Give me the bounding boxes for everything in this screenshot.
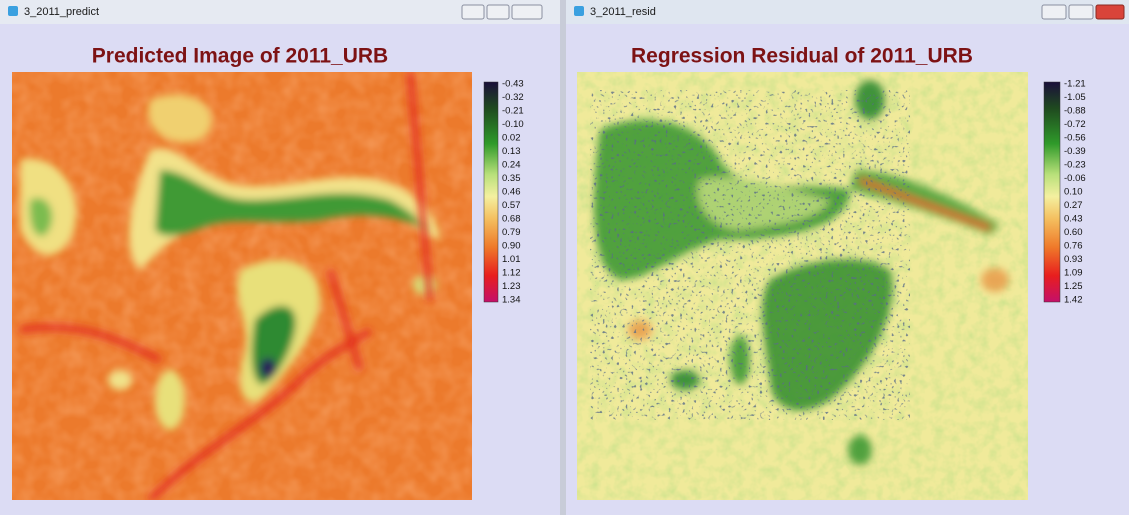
window-title: 3_2011_resid bbox=[590, 6, 656, 18]
colorbar-label: -0.10 bbox=[502, 119, 524, 130]
colorbar-labels: -0.43 -0.32 -0.21 -0.10 0.02 0.13 0.24 0.35 0.46… bbox=[502, 79, 524, 306]
raster-map bbox=[12, 72, 472, 500]
close-button[interactable] bbox=[1096, 5, 1124, 19]
colorbar-label: 0.24 bbox=[502, 160, 521, 171]
colorbar-label: -0.32 bbox=[502, 92, 524, 103]
colorbar-label: 0.76 bbox=[1064, 241, 1083, 252]
colorbar-labels: -1.21 -1.05 -0.88 -0.72 -0.56 -0.39 -0.23 -0.06… bbox=[1064, 79, 1086, 306]
colorbar-label: 1.42 bbox=[1064, 295, 1083, 306]
colorbar-label: 0.27 bbox=[1064, 200, 1083, 211]
colorbar-label: 0.93 bbox=[1064, 254, 1083, 265]
colorbar-label: 0.68 bbox=[502, 214, 521, 225]
colorbar-label: -0.23 bbox=[1064, 160, 1086, 171]
colorbar bbox=[484, 82, 498, 302]
window-icon bbox=[8, 6, 18, 16]
colorbar-label: -0.88 bbox=[1064, 106, 1086, 117]
minimize-button[interactable] bbox=[1042, 5, 1066, 19]
colorbar-label: 1.23 bbox=[502, 281, 521, 292]
colorbar-label: -0.72 bbox=[1064, 119, 1086, 130]
colorbar-label: 0.13 bbox=[502, 146, 521, 157]
colorbar-label: -0.56 bbox=[1064, 133, 1086, 144]
colorbar-label: 1.01 bbox=[502, 254, 521, 265]
maximize-button[interactable] bbox=[487, 5, 509, 19]
colorbar-label: 0.57 bbox=[502, 200, 521, 211]
map-heading: Regression Residual of 2011_URB bbox=[631, 45, 973, 68]
minimize-button[interactable] bbox=[462, 5, 484, 19]
colorbar-label: -0.39 bbox=[1064, 146, 1086, 157]
colorbar-label: 0.46 bbox=[502, 187, 521, 198]
raster-map bbox=[577, 72, 1028, 500]
colorbar-label: 1.25 bbox=[1064, 281, 1083, 292]
close-button[interactable] bbox=[512, 5, 542, 19]
colorbar-label: 1.09 bbox=[1064, 268, 1083, 279]
colorbar-label: 0.02 bbox=[502, 133, 521, 144]
colorbar-label: -0.06 bbox=[1064, 173, 1086, 184]
map-heading: Predicted Image of 2011_URB bbox=[92, 45, 388, 68]
colorbar-label: 0.43 bbox=[1064, 214, 1083, 225]
colorbar-label: -1.21 bbox=[1064, 79, 1086, 90]
colorbar-label: 0.90 bbox=[502, 241, 521, 252]
colorbar-label: 0.10 bbox=[1064, 187, 1083, 198]
colorbar-label: 1.12 bbox=[502, 268, 521, 279]
window-icon bbox=[574, 6, 584, 16]
window-resid: 3_2011_resid Regression Residual of 2011… bbox=[566, 0, 1129, 515]
colorbar-label: 0.35 bbox=[502, 173, 521, 184]
colorbar bbox=[1044, 82, 1060, 302]
window-title: 3_2011_predict bbox=[24, 6, 99, 18]
window-gap bbox=[560, 0, 566, 515]
colorbar-label: 0.79 bbox=[502, 227, 521, 238]
window-predict: 3_2011_predict Predicted Image of 2011_U… bbox=[0, 0, 560, 515]
colorbar-label: -0.43 bbox=[502, 79, 524, 90]
screen: 3_2011_predict Predicted Image of 2011_U… bbox=[0, 0, 1129, 515]
colorbar-label: -1.05 bbox=[1064, 92, 1086, 103]
colorbar-label: 1.34 bbox=[502, 295, 521, 306]
colorbar-label: -0.21 bbox=[502, 106, 524, 117]
maximize-button[interactable] bbox=[1069, 5, 1093, 19]
colorbar-label: 0.60 bbox=[1064, 227, 1083, 238]
